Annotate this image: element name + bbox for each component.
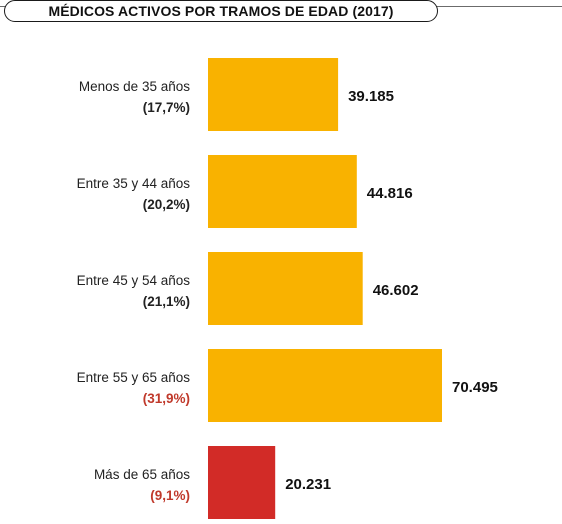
bar-3: [208, 252, 363, 325]
percent-label-3: (21,1%): [143, 294, 190, 309]
percent-label-1: (17,7%): [143, 100, 190, 115]
percent-label-4: (31,9%): [143, 391, 190, 406]
value-label-3: 46.602: [373, 282, 419, 299]
value-label-5: 20.231: [285, 476, 331, 493]
bar-4: [208, 349, 442, 422]
category-label-5: Más de 65 años: [94, 467, 190, 482]
bar-1: [208, 58, 339, 131]
value-label-1: 39.185: [348, 88, 394, 105]
category-label-3: Entre 45 y 54 años: [77, 273, 191, 288]
category-label-4: Entre 55 y 65 años: [77, 370, 191, 385]
percent-label-5: (9,1%): [150, 488, 190, 503]
percent-label-2: (20,2%): [143, 197, 190, 212]
bar-2: [208, 155, 357, 228]
chart-title: MÉDICOS ACTIVOS POR TRAMOS DE EDAD (2017…: [48, 3, 394, 19]
bar-5: [208, 446, 276, 519]
category-label-1: Menos de 35 años: [79, 79, 190, 94]
category-label-2: Entre 35 y 44 años: [77, 176, 191, 191]
value-label-4: 70.495: [452, 379, 498, 396]
value-label-2: 44.816: [367, 185, 413, 202]
chart-title-box: MÉDICOS ACTIVOS POR TRAMOS DE EDAD (2017…: [4, 0, 438, 22]
